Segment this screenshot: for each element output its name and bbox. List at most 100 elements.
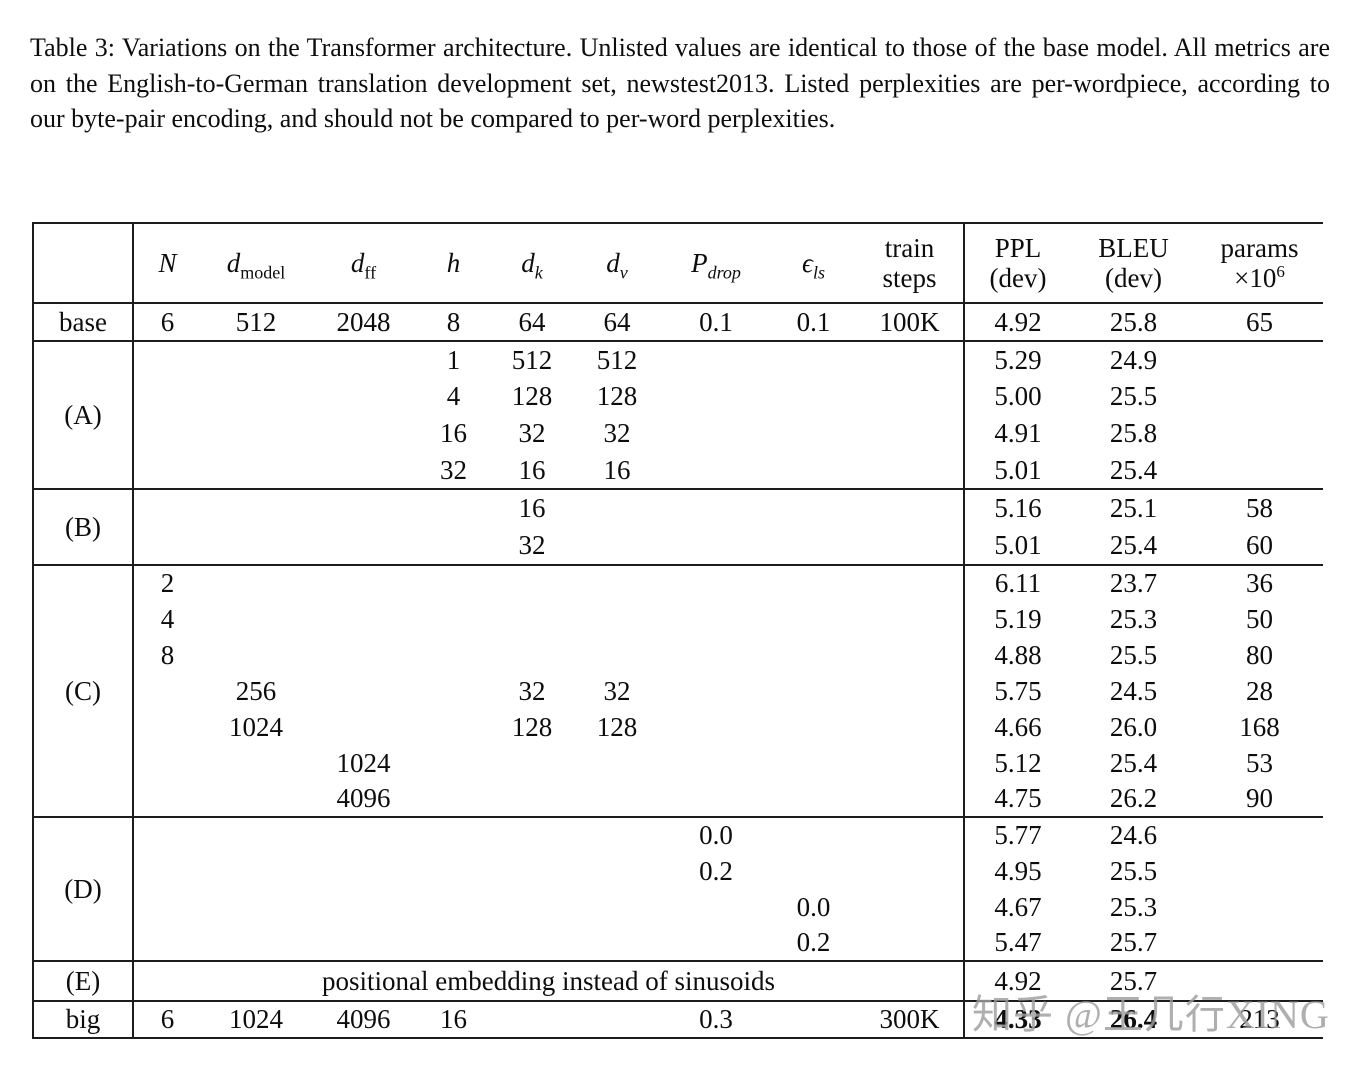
cell-n: 8 xyxy=(160,639,175,670)
cell-els xyxy=(771,637,856,673)
cell-dff xyxy=(311,565,416,601)
table-row: 0.2 4.95 25.5 xyxy=(33,853,1323,889)
cell-dk: 64 xyxy=(518,306,546,337)
cell-ppl: 5.12 xyxy=(994,747,1042,778)
row-label: (A) xyxy=(33,341,134,489)
cell-dv: 512 xyxy=(596,344,638,375)
cell-dff xyxy=(311,709,416,745)
table-row: 256 32 32 5.75 24.5 28 xyxy=(33,673,1323,709)
cell-dk xyxy=(491,925,573,961)
cell-h xyxy=(416,601,491,637)
cell-params: 28 xyxy=(1246,675,1273,706)
cell-dmodel xyxy=(201,378,311,415)
cell-dv xyxy=(573,925,661,961)
cell-pdrop xyxy=(661,565,771,601)
cell-dmodel xyxy=(201,637,311,673)
cell-h: 1 xyxy=(446,344,461,375)
row-label: big xyxy=(33,1001,134,1038)
table-row: big 6 1024 4096 16 0.3 300K 4.33 26.4 21… xyxy=(33,1001,1323,1038)
cell-els xyxy=(771,415,856,452)
cell-dmodel xyxy=(201,415,311,452)
cell-dmodel: 1024 xyxy=(229,711,283,742)
cell-dmodel: 1024 xyxy=(229,1004,283,1034)
cell-params xyxy=(1196,961,1323,1001)
cell-params xyxy=(1196,452,1323,489)
cell-pdrop xyxy=(661,452,771,489)
cell-dff: 4096 xyxy=(336,1004,391,1034)
cell-bleu: 24.5 xyxy=(1109,675,1158,706)
cell-params: 80 xyxy=(1246,639,1273,670)
cell-n: 4 xyxy=(160,603,175,634)
cell-dv: 16 xyxy=(603,454,631,485)
cell-ppl: 4.66 xyxy=(994,711,1042,742)
cell-params: 50 xyxy=(1246,603,1273,634)
table-row: 8 4.88 25.5 80 xyxy=(33,637,1323,673)
cell-bleu: 26.2 xyxy=(1109,783,1158,813)
cell-dv xyxy=(573,781,661,817)
cell-dff xyxy=(311,452,416,489)
cell-params: 36 xyxy=(1246,568,1273,598)
cell-dk xyxy=(491,889,573,925)
cell-pdrop xyxy=(661,489,771,527)
cell-pdrop: 0.3 xyxy=(699,1004,733,1034)
cell-els: 0.0 xyxy=(796,891,831,922)
cell-h: 4 xyxy=(446,381,461,411)
cell-els xyxy=(771,378,856,415)
cell-params xyxy=(1196,889,1323,925)
cell-h xyxy=(416,673,491,709)
row-label: (C) xyxy=(33,565,134,817)
cell-pdrop xyxy=(661,889,771,925)
table-row: 32 5.01 25.4 60 xyxy=(33,527,1323,565)
header-row-label xyxy=(33,223,134,303)
cell-dmodel xyxy=(201,341,311,378)
cell-ppl: 5.47 xyxy=(994,927,1042,957)
cell-steps xyxy=(856,415,965,452)
cell-params: 168 xyxy=(1239,711,1280,742)
cell-n: 6 xyxy=(160,1004,175,1034)
cell-h xyxy=(416,489,491,527)
cell-bleu: 25.8 xyxy=(1109,306,1158,337)
cell-bleu: 25.5 xyxy=(1109,639,1158,670)
cell-ppl: 5.77 xyxy=(994,820,1042,850)
cell-pdrop xyxy=(661,745,771,781)
cell-steps xyxy=(856,925,965,961)
cell-dmodel xyxy=(201,601,311,637)
cell-dmodel xyxy=(201,781,311,817)
cell-steps xyxy=(856,781,965,817)
section-big: big 6 1024 4096 16 0.3 300K 4.33 26.4 21… xyxy=(33,1001,1323,1038)
cell-pdrop xyxy=(661,601,771,637)
cell-dv: 32 xyxy=(603,418,631,448)
cell-ppl: 5.29 xyxy=(994,344,1042,375)
cell-params xyxy=(1196,817,1323,853)
cell-dk: 128 xyxy=(511,711,553,742)
cell-dk: 32 xyxy=(518,530,546,560)
cell-params xyxy=(1196,415,1323,452)
cell-pdrop xyxy=(661,925,771,961)
cell-dff xyxy=(311,489,416,527)
header-pdrop: Pdrop xyxy=(691,247,741,282)
cell-bleu: 25.1 xyxy=(1109,493,1158,523)
header-row: N dmodel dff h dk dv Pdrop ϵls train step… xyxy=(33,223,1323,303)
cell-ppl: 5.01 xyxy=(994,454,1042,485)
cell-els xyxy=(771,341,856,378)
table-row: (E) positional embedding instead of sinu… xyxy=(33,961,1323,1001)
transformer-variations-table: N dmodel dff h dk dv Pdrop ϵls train step… xyxy=(32,222,1323,1039)
cell-bleu: 25.3 xyxy=(1109,891,1158,922)
section-A: (A) 1 512 512 5.29 24.9 4 128 128 5.00 2… xyxy=(33,341,1323,489)
cell-dmodel xyxy=(201,489,311,527)
cell-dmodel xyxy=(201,527,311,565)
cell-steps xyxy=(856,673,965,709)
cell-pdrop xyxy=(661,378,771,415)
cell-params: 60 xyxy=(1246,530,1273,560)
cell-dv xyxy=(573,489,661,527)
cell-dff: 2048 xyxy=(336,306,391,337)
cell-dk xyxy=(491,601,573,637)
cell-pdrop: 0.0 xyxy=(699,820,733,850)
cell-dv xyxy=(573,565,661,601)
cell-h xyxy=(416,889,491,925)
header-dk: dk xyxy=(521,247,543,282)
cell-steps xyxy=(856,817,965,853)
cell-dk xyxy=(491,853,573,889)
cell-ppl: 4.92 xyxy=(994,965,1042,996)
cell-bleu: 25.7 xyxy=(1109,927,1158,957)
